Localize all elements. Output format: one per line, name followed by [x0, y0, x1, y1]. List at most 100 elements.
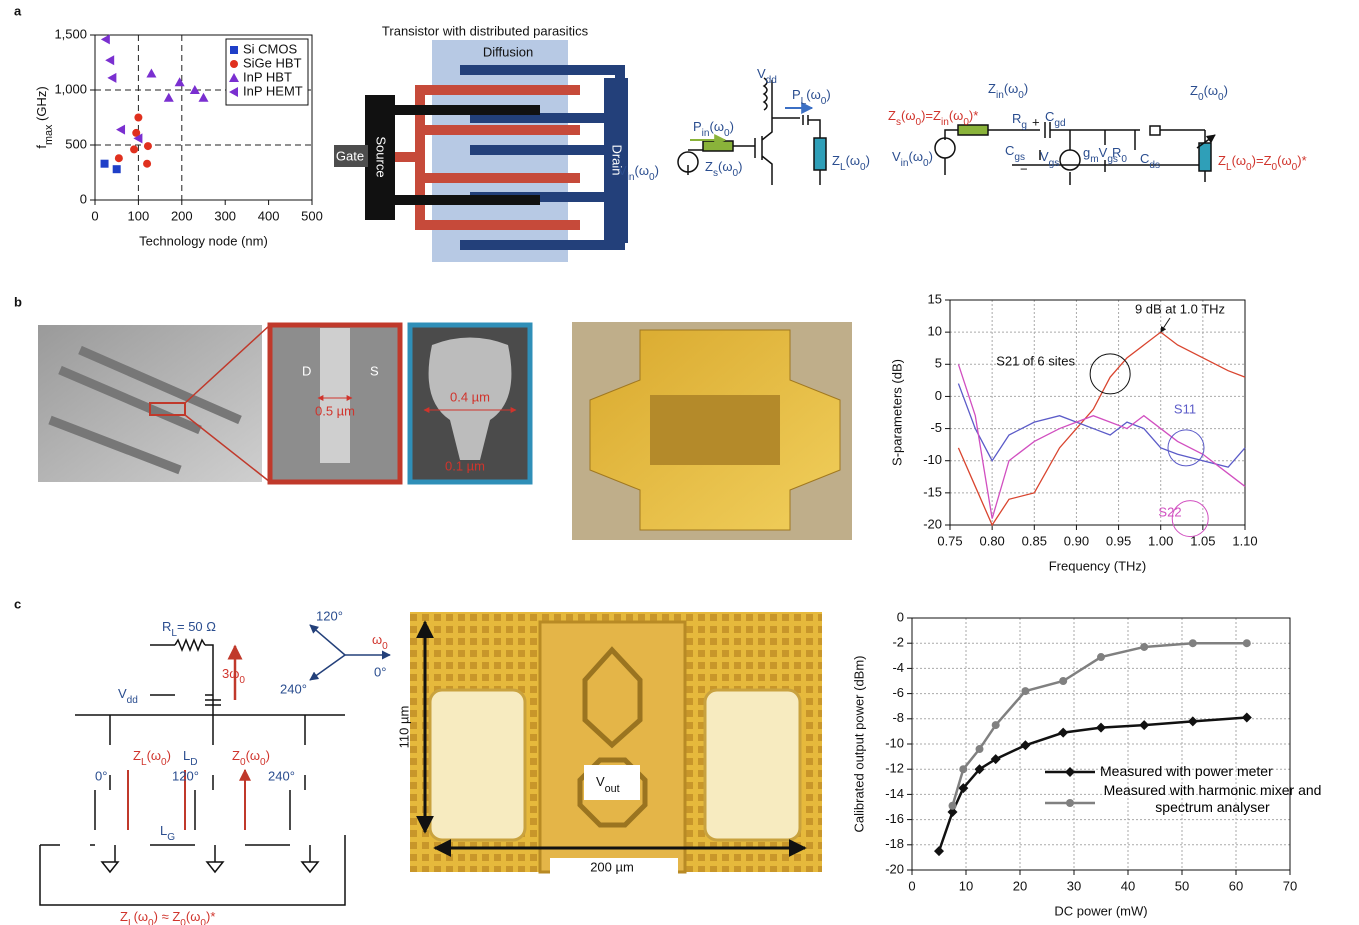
point — [1097, 653, 1105, 661]
label-part: R — [162, 619, 171, 634]
label-part: g — [1083, 145, 1090, 160]
point — [992, 721, 1000, 729]
point — [113, 165, 121, 173]
subscript: in — [627, 172, 635, 183]
point — [101, 34, 110, 44]
label: 0.1 µm — [445, 458, 485, 473]
x-tick-label: 200 — [171, 208, 193, 223]
label: + — [1032, 114, 1040, 129]
x-tick-label: 1.10 — [1232, 533, 1257, 548]
label: Source — [374, 136, 389, 177]
y-tick-label: 0 — [897, 609, 904, 624]
label: Vin(ω0) — [892, 149, 933, 169]
chip-core — [650, 395, 780, 465]
label-part: (ω — [1232, 153, 1246, 168]
subscript: in — [941, 117, 949, 128]
panel-label: c — [14, 596, 21, 611]
label: Zin(ω0) — [988, 81, 1028, 101]
point — [1243, 639, 1251, 647]
label: LG — [160, 823, 175, 843]
phasor — [310, 655, 345, 680]
y-tick-label: -5 — [930, 420, 942, 435]
label: Z0(ω0) — [1190, 83, 1228, 103]
label: ZL(ω0) — [133, 748, 171, 768]
series-label: S21 of 6 sites — [996, 353, 1075, 368]
label-part: V — [1040, 149, 1049, 164]
plot-frame — [950, 300, 1245, 525]
source-symbol — [935, 138, 955, 158]
label-part: Z — [1190, 83, 1198, 98]
label: − — [1020, 161, 1028, 176]
label-part: )* — [206, 909, 215, 924]
point — [107, 73, 116, 83]
x-tick-label: 70 — [1283, 878, 1297, 893]
y-tick-label: -18 — [885, 836, 904, 851]
figure: abc010020030040050005001,0001,500Technol… — [0, 0, 1359, 925]
subscript: gd — [1054, 118, 1065, 129]
point — [1059, 677, 1067, 685]
annotation: 9 dB at 1.0 THz — [1135, 301, 1225, 316]
point — [1139, 720, 1149, 730]
x-tick-label: 500 — [301, 208, 323, 223]
legend-label: Measured with harmonic mixer and spectru… — [1100, 782, 1325, 816]
point — [105, 55, 114, 65]
label: LD — [183, 748, 198, 768]
subscript: gs — [1049, 158, 1060, 169]
label-part: ) — [655, 163, 659, 178]
highlight — [1090, 354, 1130, 394]
y-tick-label: -10 — [923, 452, 942, 467]
x-tick-label: 60 — [1229, 878, 1243, 893]
annotation-arrow — [1161, 318, 1170, 332]
subscript: 0 — [239, 675, 245, 686]
point — [1188, 716, 1198, 726]
point — [143, 160, 151, 168]
label-part: )=Z — [1252, 153, 1272, 168]
point — [230, 46, 238, 54]
label: 240° — [280, 681, 307, 696]
label-part: V — [618, 163, 627, 178]
series-line — [958, 364, 1245, 518]
label-part: (ω — [246, 748, 260, 763]
label: Rg — [1012, 111, 1027, 131]
label-part: (ω — [1004, 81, 1018, 96]
subscript: max — [43, 124, 55, 145]
label: RL= 50 Ω — [162, 619, 216, 639]
label-part: ω — [372, 632, 382, 647]
point — [1242, 713, 1252, 723]
y-tick-label: -16 — [885, 811, 904, 826]
label: Z0(ω0) — [232, 748, 270, 768]
label: 200 µm — [590, 859, 634, 874]
subscript: 0 — [382, 641, 388, 652]
subscript: dd — [766, 75, 777, 86]
label: ZL(ω0) — [832, 153, 870, 173]
label: PL(ω0) — [792, 87, 831, 107]
subscript: ds — [1149, 160, 1160, 171]
label-part: (GHz) — [34, 86, 49, 124]
legend-label: InP HEMT — [243, 83, 303, 98]
legend-label: SiGe HBT — [243, 55, 302, 70]
x-axis-label: Frequency (THz) — [1049, 558, 1147, 573]
label: Cgs — [1005, 143, 1025, 163]
label-part: V — [757, 66, 766, 81]
tripler-circuit — [40, 625, 390, 905]
label-part: ) — [266, 748, 270, 763]
label-part: (ω — [718, 159, 732, 174]
y-tick-label: -6 — [892, 685, 904, 700]
x-tick-label: 0.85 — [1022, 533, 1047, 548]
label-part: P — [693, 119, 702, 134]
x-tick-label: 0.90 — [1064, 533, 1089, 548]
y-tick-label: 10 — [928, 324, 942, 339]
x-tick-label: 0.80 — [979, 533, 1004, 548]
subscript: dd — [127, 695, 138, 706]
point — [949, 802, 957, 810]
legend-label: Measured with power meter — [1100, 763, 1340, 780]
point — [134, 114, 142, 122]
label: ZL(ω0)=Z0(ω0)* — [1218, 153, 1307, 173]
point — [144, 142, 152, 150]
x-axis-label: Technology node (nm) — [139, 233, 268, 248]
label: Zs(ω0)=Zin(ω0)* — [888, 108, 978, 128]
legend-label: Si CMOS — [243, 41, 298, 56]
label-part: = 50 Ω — [177, 619, 216, 634]
label: Vgs — [1040, 149, 1059, 169]
y-axis-label: Calibrated output power (dBm) — [851, 655, 866, 832]
